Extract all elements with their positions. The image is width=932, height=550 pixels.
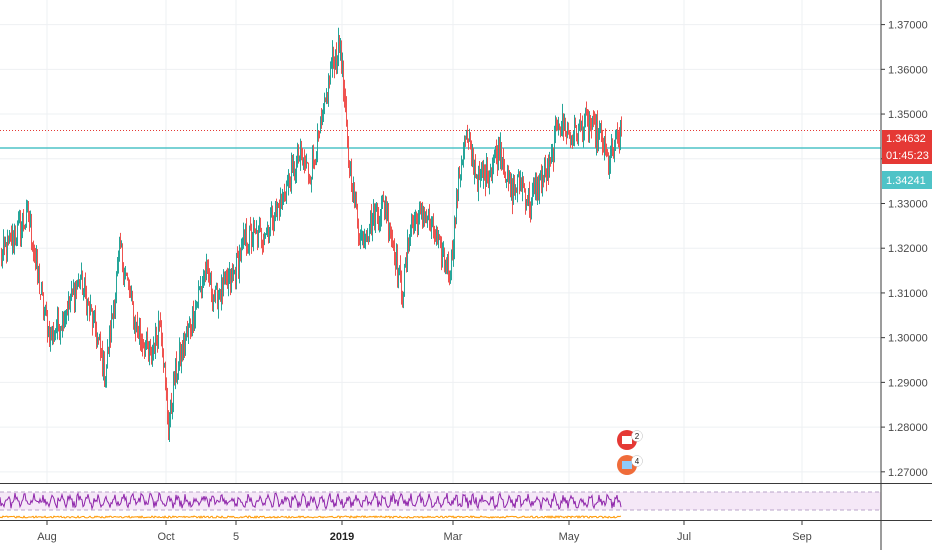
y-tick-label: 1.28000 [888,422,928,434]
horizontal-line-badge-text: 1.34241 [886,175,926,187]
event-count-badge [631,430,643,442]
horizontal-line-badge [882,171,932,189]
x-tick-label: 2019 [330,531,354,543]
y-tick-label: 1.37000 [888,20,928,32]
y-tick-label: 1.32000 [888,243,928,255]
y-tick-label: 1.31000 [888,288,928,300]
x-tick-label: May [559,531,580,543]
y-tick-label: 1.35000 [888,109,928,121]
x-tick-label: Jul [677,531,691,543]
economic-events[interactable]: 24 [617,430,643,475]
event-count-badge [631,455,643,467]
current-price-badge-text: 1.34632 [886,133,926,145]
x-tick-label: 5 [233,531,239,543]
y-axis-ticks: 1.370001.360001.350001.340001.330001.320… [881,20,928,479]
x-tick-label: Oct [157,531,174,543]
y-tick-label: 1.30000 [888,333,928,345]
grid-lines [0,0,881,520]
canada-flag-icon-inner [622,436,632,444]
oscillator-background [0,484,881,520]
y-tick-label: 1.36000 [888,64,928,76]
price-badges: 1.34632 01:45:23 1.34241 [882,130,932,189]
uk-flag-icon-inner [622,461,632,469]
oscillator-line [0,490,622,511]
x-axis-ticks: Aug Oct 5 2019 Mar May Jul Sep [37,521,812,543]
current-price-badge [882,130,932,164]
x-tick-label: Mar [444,531,463,543]
oscillator-band [0,492,881,510]
oscillator-pane [0,484,881,520]
y-tick-label: 1.27000 [888,467,928,479]
x-tick-label: Sep [792,531,812,543]
y-tick-label: 1.33000 [888,198,928,210]
y-tick-label: 1.29000 [888,377,928,389]
x-tick-label: Aug [37,531,57,543]
current-price-badge-text: 01:45:23 [886,150,929,162]
price-lines [0,129,881,149]
candlestick-series [1,27,622,443]
oscillator-baseline [0,515,622,520]
event-count: 2 [635,432,640,441]
event-count: 4 [635,457,640,466]
